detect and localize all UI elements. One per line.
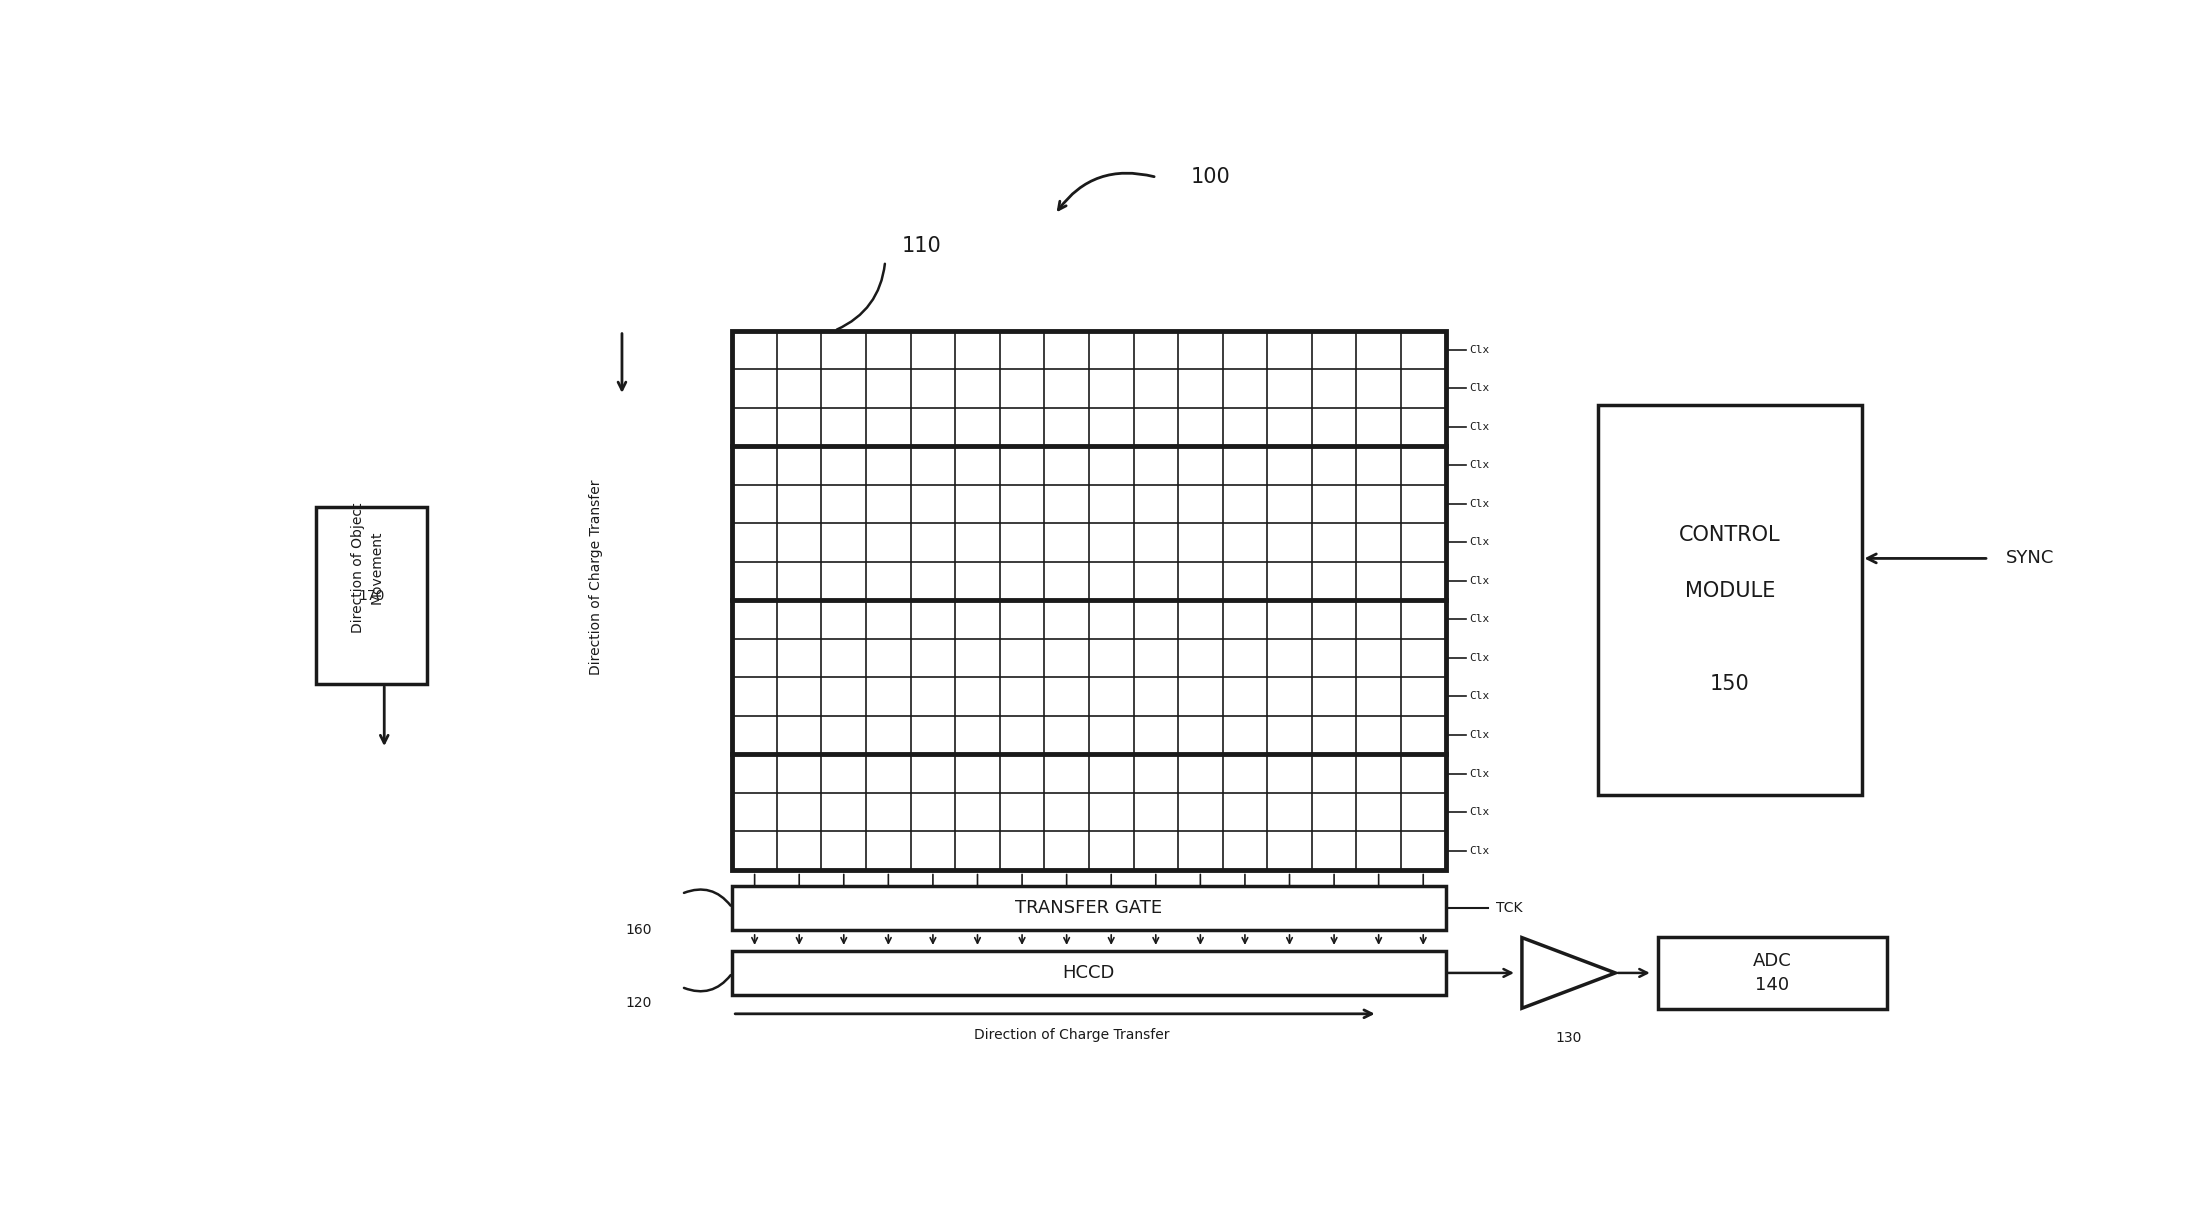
Text: 140: 140 (1755, 976, 1790, 995)
Text: ADC: ADC (1753, 952, 1792, 970)
Bar (732, 886, 1446, 931)
Text: 160: 160 (627, 923, 653, 937)
Text: MODULE: MODULE (1685, 581, 1775, 601)
Text: Clx: Clx (1470, 384, 1490, 393)
Text: 170: 170 (359, 589, 386, 602)
Text: Clx: Clx (1470, 537, 1490, 548)
Text: Clx: Clx (1470, 653, 1490, 663)
Text: Direction of Object
Movement: Direction of Object Movement (351, 502, 383, 632)
Text: TRANSFER GATE: TRANSFER GATE (1014, 899, 1163, 917)
Text: Clx: Clx (1470, 422, 1490, 432)
Text: SYNC: SYNC (2007, 549, 2055, 567)
Bar (732, 331, 1446, 870)
Text: 100: 100 (1192, 168, 1231, 187)
Bar (316, 507, 427, 684)
Text: 130: 130 (1556, 1032, 1582, 1045)
Bar (1659, 937, 1886, 1009)
Text: Clx: Clx (1470, 807, 1490, 817)
Text: 120: 120 (627, 996, 653, 1010)
Text: 110: 110 (903, 237, 942, 256)
Text: Clx: Clx (1470, 692, 1490, 701)
Bar (1599, 406, 1862, 795)
Text: Clx: Clx (1470, 730, 1490, 740)
Text: Clx: Clx (1470, 769, 1490, 779)
Text: 150: 150 (1709, 674, 1751, 694)
Text: Clx: Clx (1470, 461, 1490, 471)
Bar (732, 951, 1446, 996)
Text: HCCD: HCCD (1063, 964, 1115, 982)
Text: Clx: Clx (1470, 614, 1490, 624)
Text: Direction of Charge Transfer: Direction of Charge Transfer (589, 479, 603, 675)
Text: Clx: Clx (1470, 846, 1490, 856)
Text: Clx: Clx (1470, 498, 1490, 509)
Text: Clx: Clx (1470, 576, 1490, 585)
Text: Clx: Clx (1470, 345, 1490, 355)
Text: CONTROL: CONTROL (1678, 525, 1781, 546)
Text: Direction of Charge Transfer: Direction of Charge Transfer (975, 1028, 1170, 1042)
Text: TCK: TCK (1496, 900, 1523, 915)
